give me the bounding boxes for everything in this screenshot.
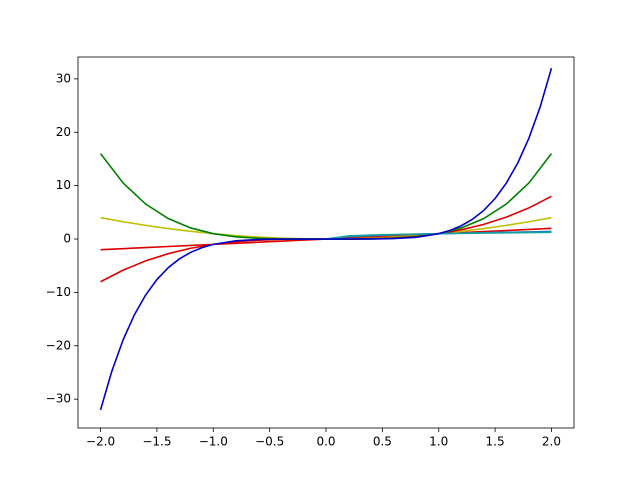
- y-tick-label: −10: [46, 285, 71, 299]
- x-tick-label: −1.5: [142, 435, 171, 449]
- y-tick-label: 30: [56, 71, 71, 85]
- series-line: [99, 67, 553, 411]
- x-tick-label: 1.5: [486, 435, 505, 449]
- y-tick-label: 0: [63, 232, 71, 246]
- y-tick-label: 20: [56, 125, 71, 139]
- y-tick-label: −20: [46, 338, 71, 352]
- x-tick-label: 0.5: [373, 435, 392, 449]
- x-tick-label: −1.0: [199, 435, 228, 449]
- x-tick-label: −0.5: [255, 435, 284, 449]
- y-tick-label: 10: [56, 178, 71, 192]
- y-tick-label: −30: [46, 392, 71, 406]
- x-tick-label: 2.0: [542, 435, 561, 449]
- x-tick-label: 1.0: [429, 435, 448, 449]
- x-tick-label: −2.0: [86, 435, 115, 449]
- x-tick-label: 0.0: [316, 435, 335, 449]
